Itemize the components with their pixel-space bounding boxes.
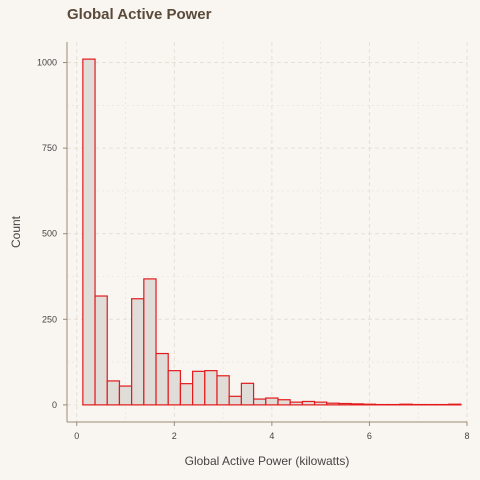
grid-lines [67, 42, 467, 422]
histogram-bar [107, 381, 119, 405]
histogram-bar [254, 399, 266, 405]
y-tick-label: 500 [42, 229, 57, 239]
histogram-bar [229, 396, 241, 405]
histogram-bar [168, 371, 180, 405]
histogram-bar [278, 400, 290, 405]
histogram-bar [119, 386, 131, 405]
y-tick-label: 1000 [37, 58, 57, 68]
histogram-bar [83, 59, 95, 405]
y-tick-label: 250 [42, 314, 57, 324]
axes [67, 42, 467, 422]
histogram-bar [327, 403, 339, 405]
y-tick-label: 750 [42, 143, 57, 153]
histogram-bar [217, 376, 229, 405]
chart-title: Global Active Power [67, 6, 212, 23]
y-tick-label: 0 [52, 400, 57, 410]
histogram-bar [363, 404, 375, 405]
histogram-bar [241, 383, 253, 405]
histogram-bar [290, 402, 302, 405]
histogram-bar [95, 296, 107, 405]
histogram-bar [351, 404, 363, 405]
histogram-bar [132, 299, 144, 405]
histogram-bar [193, 371, 205, 405]
x-axis-label: Global Active Power (kilowatts) [185, 454, 350, 468]
histogram-bar [205, 371, 217, 405]
x-tick-label: 4 [269, 431, 274, 441]
x-tick-label: 2 [172, 431, 177, 441]
x-tick-label: 0 [74, 431, 79, 441]
histogram-bar [144, 279, 156, 405]
x-tick-label: 6 [367, 431, 372, 441]
y-axis-label: Count [9, 215, 23, 248]
histogram-bar [400, 404, 412, 405]
histogram-bar [156, 354, 168, 405]
histogram-bar [266, 398, 278, 405]
histogram-bar [302, 401, 314, 404]
histogram-bar [315, 402, 327, 405]
histogram-bar [180, 384, 192, 405]
x-tick-label: 8 [464, 431, 469, 441]
histogram-bar [339, 404, 351, 405]
histogram-bar [449, 404, 461, 405]
